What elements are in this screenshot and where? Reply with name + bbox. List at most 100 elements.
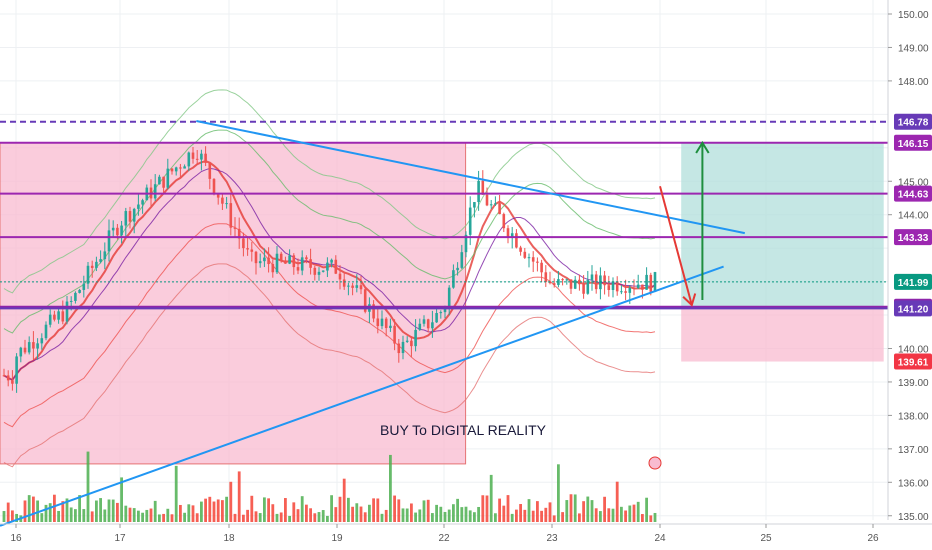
volume-bar <box>288 515 291 522</box>
candle-body <box>284 260 287 264</box>
zone-target <box>681 142 884 307</box>
price-label: 141.20 <box>898 304 929 315</box>
candle-body <box>359 285 363 290</box>
candle-body <box>435 313 438 323</box>
candle-body <box>86 265 90 284</box>
candle-body <box>170 168 174 172</box>
volume-bar <box>166 508 170 522</box>
candle-body <box>447 287 451 309</box>
candle-body <box>95 261 98 268</box>
candle-body <box>330 259 333 263</box>
volume-bar <box>233 513 237 522</box>
volume-bar <box>183 512 186 522</box>
volume-bar <box>620 506 623 522</box>
volume-bar <box>489 474 493 522</box>
candle-body <box>494 203 497 205</box>
candle-body <box>229 203 233 228</box>
volume-bar <box>99 498 102 522</box>
volume-bar <box>309 508 312 522</box>
volume-bar <box>267 498 270 522</box>
candle-body <box>250 249 254 252</box>
candle-body <box>426 319 430 329</box>
volume-bar <box>250 495 254 522</box>
volume-bars <box>2 451 662 522</box>
candle-body <box>74 292 77 301</box>
volume-bar <box>271 504 275 522</box>
candle-body <box>405 340 409 342</box>
volume-bar <box>590 500 594 522</box>
candle-body <box>347 285 350 287</box>
y-tick-label: 145.00 <box>898 177 929 188</box>
candle-body <box>515 233 518 248</box>
volume-bar <box>624 510 627 522</box>
candle-body <box>309 259 312 268</box>
candle-body <box>590 274 594 280</box>
candle-body <box>536 261 539 263</box>
candle-body <box>489 204 493 206</box>
volume-bar <box>641 514 644 522</box>
price-label-bg <box>894 185 932 202</box>
candle-body <box>275 253 279 273</box>
candle-body <box>481 180 485 195</box>
zone-range <box>0 142 467 465</box>
candle-body <box>573 279 577 289</box>
volume-bar <box>107 499 111 522</box>
candle-body <box>439 312 443 314</box>
volume-bar <box>132 508 136 522</box>
candle-body <box>65 301 69 322</box>
candle-body <box>632 287 636 289</box>
y-tick-label: 148.00 <box>898 77 929 88</box>
volume-bar <box>414 512 417 522</box>
volume-bar <box>15 513 18 522</box>
volume-bar <box>246 509 249 522</box>
candle-body <box>267 257 270 265</box>
candle-body <box>132 208 136 222</box>
candle-body <box>645 274 648 290</box>
volume-bar <box>586 496 590 522</box>
volume-bar <box>90 511 94 522</box>
candle-body <box>363 289 367 312</box>
candle-body <box>183 166 186 169</box>
price-label-bg <box>894 134 932 151</box>
candle-body <box>162 176 165 188</box>
candle-body <box>53 314 56 320</box>
candle-body <box>174 167 178 172</box>
candle-body <box>57 311 60 320</box>
candle-body <box>40 338 44 344</box>
candle-body <box>464 234 468 253</box>
candle-body <box>636 284 640 288</box>
volume-bar <box>342 478 346 522</box>
arrow-down-shaft <box>659 186 693 306</box>
y-tick-label: 150.00 <box>898 10 929 21</box>
candle-body <box>485 194 489 206</box>
volume-bar <box>137 510 140 522</box>
volume-bar <box>376 498 380 522</box>
candle-body <box>69 300 73 302</box>
arrow-down-head <box>682 293 697 307</box>
volume-bar <box>578 513 581 522</box>
candle-body <box>460 252 464 268</box>
y-tick-label: 144.00 <box>898 211 929 222</box>
candle-body <box>242 238 245 249</box>
candle-body <box>342 279 346 287</box>
volume-bar <box>116 502 119 522</box>
volume-bar <box>212 501 216 522</box>
ma-short <box>3 160 656 382</box>
volume-bar <box>141 512 144 522</box>
candle-body <box>422 319 426 324</box>
volume-bar <box>120 477 123 522</box>
volume-bar <box>460 507 464 522</box>
candle-body <box>254 251 258 264</box>
candle-body <box>19 347 23 357</box>
candle-body <box>578 279 581 285</box>
band-upper-2 <box>3 89 656 294</box>
volume-bar <box>464 506 468 522</box>
volume-bar <box>607 508 611 522</box>
candle-body <box>653 272 657 292</box>
volume-bar <box>237 471 241 522</box>
volume-bar <box>44 504 48 522</box>
volume-bar <box>540 510 543 522</box>
volume-bar <box>523 509 527 522</box>
y-tick-label: 139.00 <box>898 378 929 389</box>
